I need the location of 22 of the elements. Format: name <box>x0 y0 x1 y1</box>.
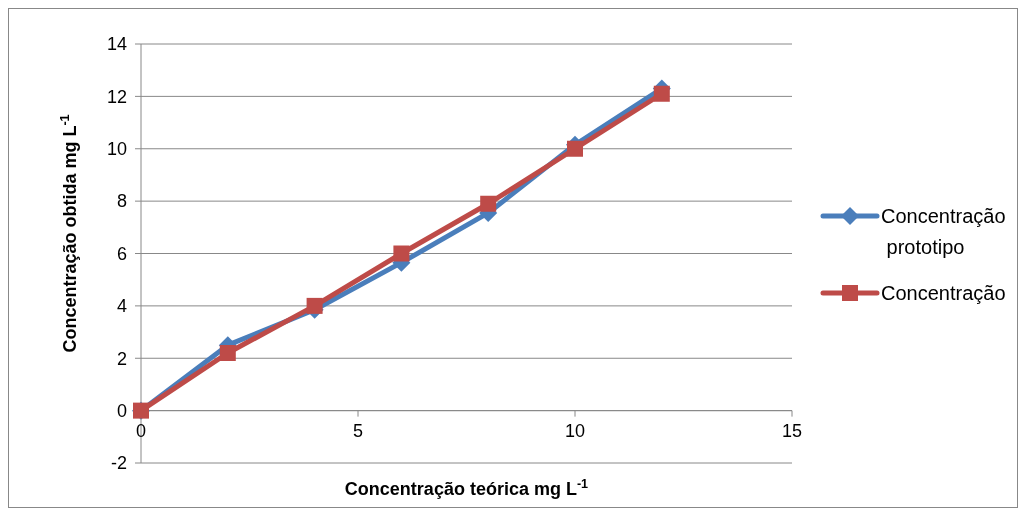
y-tick-label: 12 <box>106 86 127 107</box>
y-tick-label: 0 <box>116 400 127 421</box>
point <box>306 297 323 314</box>
y-tick-label: 6 <box>116 243 127 264</box>
y-tick-label: 2 <box>116 348 127 369</box>
point <box>567 140 583 157</box>
x-tick-label: 15 <box>781 420 803 441</box>
y-tick-label: 8 <box>116 191 127 212</box>
legend-label: Concentração <box>881 282 1006 304</box>
y-tick-label: -2 <box>110 453 127 474</box>
legend-label: Concentração prototipo <box>881 205 1006 258</box>
x-axis-title: Concentração teórica mg L$^{-1}$ <box>344 477 589 499</box>
y-tick-label: 14 <box>106 34 127 55</box>
point <box>393 245 410 262</box>
x-tick-label: 10 <box>564 420 586 441</box>
point <box>653 85 670 102</box>
x-tick-label: 5 <box>352 420 364 441</box>
x-tick-label: 0 <box>135 420 147 441</box>
point <box>219 345 236 362</box>
point <box>480 195 497 212</box>
y-tick-label: 10 <box>106 139 127 160</box>
y-tick-label: 4 <box>116 296 127 317</box>
